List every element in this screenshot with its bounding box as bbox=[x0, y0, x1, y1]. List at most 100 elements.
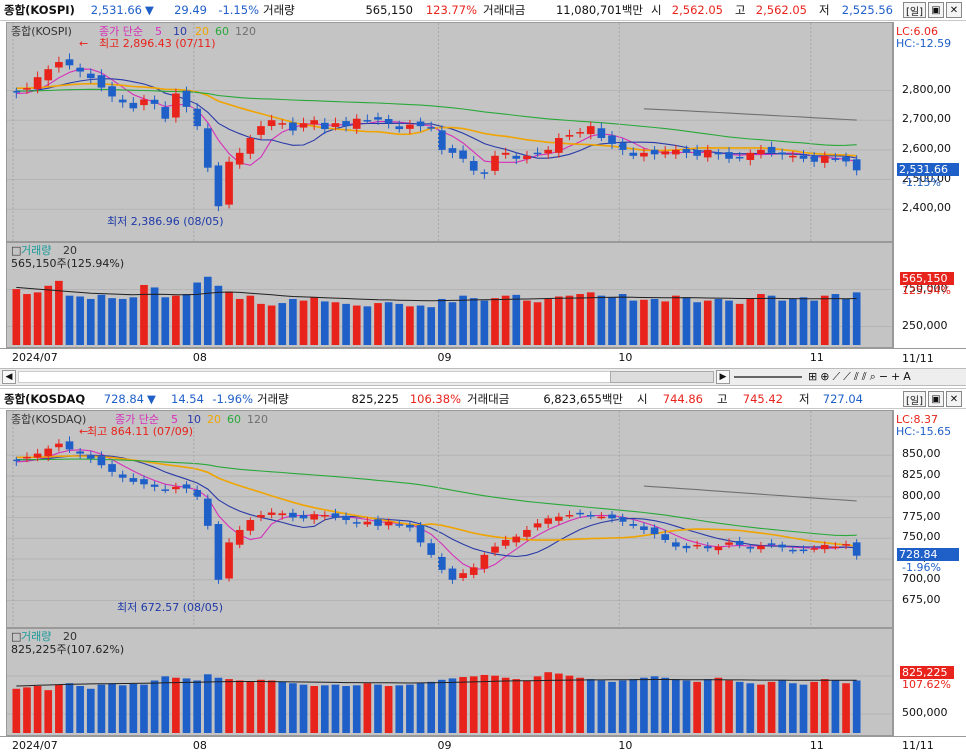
kosdaq-amt-label: 거래대금 bbox=[467, 391, 510, 406]
candle-body bbox=[555, 138, 563, 153]
volume-bar bbox=[235, 680, 244, 733]
kosdaq-volume-chart: □ 거래량 20 825,225주(107.62%) bbox=[7, 630, 892, 733]
kospi-period-button[interactable]: [일] bbox=[902, 2, 926, 18]
volume-bar bbox=[778, 680, 787, 733]
line-tool-icon[interactable]: ⟋ bbox=[832, 370, 841, 383]
volume-bar bbox=[384, 686, 393, 733]
kosdaq-amount: 6,823,655백만 bbox=[543, 391, 623, 406]
candle-body bbox=[235, 152, 244, 165]
search-icon[interactable]: ⌕ bbox=[869, 370, 876, 383]
restore-icon: ▣ bbox=[931, 393, 941, 405]
kosdaq-legend-p60: 60 bbox=[227, 413, 241, 426]
y-tick-label: 850,00 bbox=[902, 447, 941, 461]
volume-bar bbox=[799, 684, 808, 733]
kospi-price-panel[interactable]: 종합(KOSPI) 종가 단순 5 10 20 60 120 최고 2,896.… bbox=[6, 22, 893, 323]
drawing-tools[interactable]: ⊞ ⊕ ⟋ ⟋ ⫽ ⫽ ⌕ − + A bbox=[808, 370, 911, 384]
kosdaq-close-button[interactable]: ✕ bbox=[946, 391, 962, 407]
candle-body bbox=[289, 122, 297, 131]
candle-body bbox=[820, 544, 829, 550]
kosdaq-period-button[interactable]: [일] bbox=[902, 391, 926, 407]
scroll-right-button[interactable]: ▶ bbox=[716, 370, 730, 384]
candle-body bbox=[512, 155, 521, 159]
y-tick-label: 2,700,00 bbox=[902, 112, 951, 126]
candle-body bbox=[533, 152, 542, 155]
kospi-name[interactable]: 종합(KOSPI) bbox=[4, 3, 75, 17]
volume-bar bbox=[586, 679, 595, 733]
x-tick-label: 10 bbox=[618, 351, 633, 364]
fib-tool-icon[interactable]: ⫽ bbox=[861, 370, 867, 383]
volume-bar bbox=[55, 684, 63, 733]
volume-bar bbox=[289, 683, 297, 733]
zoom-in-icon[interactable]: + bbox=[891, 370, 901, 383]
volume-bar bbox=[533, 302, 542, 345]
auto-fit-icon[interactable]: A bbox=[903, 370, 911, 383]
volume-bar bbox=[512, 679, 521, 733]
volume-bar bbox=[97, 294, 106, 345]
volume-bar bbox=[225, 679, 233, 733]
volume-bar bbox=[65, 295, 74, 345]
volume-bar bbox=[193, 282, 201, 345]
candle-body bbox=[225, 161, 233, 205]
candle-body bbox=[746, 547, 755, 549]
candle-body bbox=[491, 546, 499, 553]
kosdaq-arrow: ▼ bbox=[147, 391, 156, 406]
kosdaq-restore-button[interactable]: ▣ bbox=[928, 391, 944, 407]
kospi-restore-button[interactable]: ▣ bbox=[928, 2, 944, 18]
candle-body bbox=[799, 155, 808, 159]
kosdaq-legend-p120: 120 bbox=[247, 413, 268, 426]
kospi-legend-p10: 10 bbox=[173, 25, 187, 38]
volume-bar bbox=[246, 295, 255, 345]
candle-body bbox=[225, 542, 233, 579]
magnet-icon[interactable]: ⊕ bbox=[820, 370, 830, 383]
kospi-close-button[interactable]: ✕ bbox=[946, 2, 962, 18]
volume-bar bbox=[118, 685, 127, 733]
kosdaq-volume-axis: 1,000K500,000 825,225 107.62% bbox=[893, 628, 966, 736]
kosdaq-price-panel[interactable]: 종합(KOSDAQ) 종가 단순 5 10 20 60 120 최고 864.1… bbox=[6, 410, 893, 711]
kosdaq-vol-label: 거래량 bbox=[257, 391, 289, 406]
scroll-left-button[interactable]: ◀ bbox=[2, 370, 16, 384]
kospi-last-pct: -1.15% bbox=[902, 176, 941, 189]
zoom-out-icon[interactable]: − bbox=[878, 370, 889, 383]
volume-bar bbox=[650, 676, 659, 733]
channel-tool-icon[interactable]: ⫽ bbox=[853, 370, 859, 383]
volume-bar bbox=[33, 686, 42, 733]
candle-body bbox=[576, 512, 584, 515]
candle-body bbox=[757, 545, 765, 550]
chart-scrollbar[interactable]: ◀ ▶ ⊞ ⊕ ⟋ ⟋ ⫽ ⫽ ⌕ − + A bbox=[0, 368, 966, 386]
volume-bar bbox=[193, 680, 201, 733]
volume-bar bbox=[714, 677, 723, 733]
kosdaq-name[interactable]: 종합(KOSDAQ bbox=[4, 391, 86, 406]
candle-body bbox=[118, 99, 127, 103]
volume-bar bbox=[842, 683, 850, 733]
zoom-slider[interactable] bbox=[734, 376, 802, 378]
kospi-volume-panel[interactable]: □ 거래량 20 565,150주(125.94%) bbox=[6, 242, 893, 348]
candle-body bbox=[735, 540, 744, 545]
kospi-pct: -1.15% bbox=[218, 3, 259, 17]
candle-body bbox=[661, 151, 670, 155]
candle-body bbox=[182, 90, 191, 107]
volume-bar bbox=[501, 677, 510, 733]
crosshair-icon[interactable]: ⊞ bbox=[808, 370, 818, 383]
candle-body bbox=[469, 161, 478, 171]
candle-body bbox=[778, 152, 787, 155]
volume-bar bbox=[310, 686, 318, 733]
kosdaq-lc: LC:8.37 bbox=[896, 413, 939, 426]
volume-ma-line bbox=[16, 286, 857, 302]
kosdaq-volume-panel[interactable]: □ 거래량 20 825,225주(107.62%) bbox=[6, 628, 893, 736]
candle-body bbox=[118, 474, 127, 478]
kospi-vol-title: 거래량 bbox=[21, 244, 51, 257]
volume-bar bbox=[852, 292, 861, 345]
volume-bar bbox=[235, 298, 244, 345]
kospi-legend-p60: 60 bbox=[215, 25, 229, 38]
scroll-thumb[interactable] bbox=[610, 371, 714, 383]
volume-bar bbox=[129, 297, 138, 345]
candle-body bbox=[703, 149, 712, 158]
candle-body bbox=[267, 120, 276, 127]
kospi-arrow: ▼ bbox=[145, 3, 154, 17]
volume-bar bbox=[810, 300, 818, 345]
kosdaq-open: 744.86 bbox=[662, 391, 703, 406]
candle-body bbox=[789, 549, 797, 552]
trend-tool-icon[interactable]: ⟋ bbox=[843, 370, 851, 383]
volume-bar bbox=[629, 679, 638, 733]
